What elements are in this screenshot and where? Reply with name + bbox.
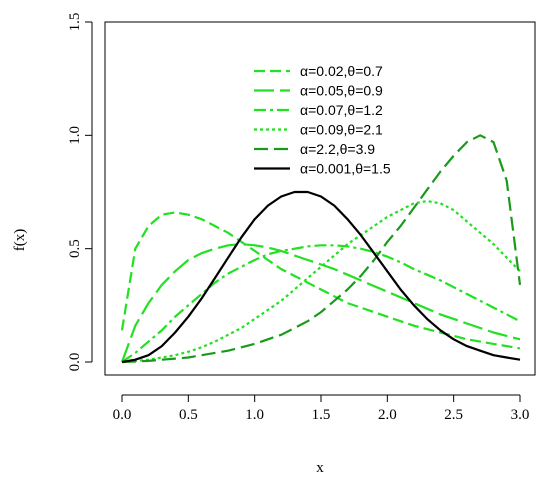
y-tick-label: 1.0 [67, 126, 83, 145]
plot-frame [104, 21, 536, 376]
legend-entry-6: α=0.001,θ=1.5 [300, 161, 391, 177]
legend-entry-1: α=0.02,θ=0.7 [300, 63, 383, 79]
x-tick-label: 1.0 [245, 407, 264, 423]
legend-entry-2: α=0.05,θ=0.9 [300, 83, 383, 99]
legend-entry-3: α=0.07,θ=1.2 [300, 102, 383, 118]
y-axis-label: f(x) [12, 229, 28, 252]
series-layer [120, 134, 522, 364]
x-tick-label: 0.5 [179, 407, 198, 423]
series-line-6 [121, 190, 521, 364]
x-axis-label: x [316, 460, 324, 476]
x-tick-label: 2.0 [378, 407, 397, 423]
series-line-3 [121, 244, 521, 363]
legend-entry-4: α=0.09,θ=2.1 [300, 122, 383, 138]
series-line-1 [120, 211, 521, 350]
series-line-4 [121, 200, 521, 364]
y-tick-label: 0.0 [67, 353, 83, 372]
legend: α=0.02,θ=0.7 α=0.05,θ=0.9 α=0.07,θ=1.2 α=0.… [254, 63, 391, 177]
series-line-2 [120, 243, 521, 363]
y-tick-label: 0.5 [67, 239, 83, 258]
x-tick-label: 0.0 [113, 407, 132, 423]
legend-entry-5: α=2.2,θ=3.9 [300, 141, 375, 157]
y-tick-label: 1.5 [67, 13, 83, 32]
axes: 0.0 0.5 1.0 1.5 2.0 2.5 3.0 0.0 0.5 1.0 1.5 [67, 13, 536, 423]
x-tick-label: 3.0 [511, 407, 530, 423]
series-line-5 [121, 134, 522, 364]
x-tick-label: 2.5 [444, 407, 463, 423]
x-tick-label: 1.5 [312, 407, 331, 423]
